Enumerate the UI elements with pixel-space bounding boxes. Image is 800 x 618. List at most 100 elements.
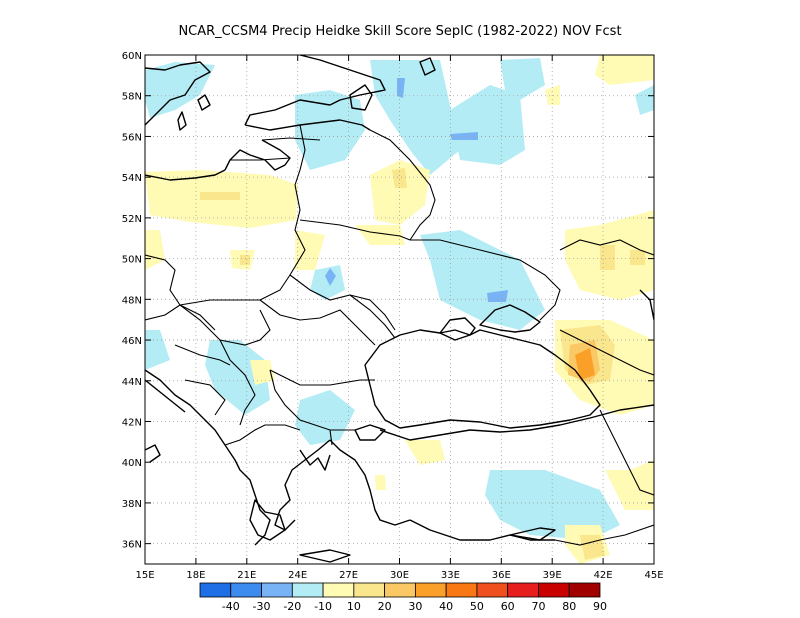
lat-tick-label: 58N	[122, 92, 142, 103]
lon-ticks: 15E 18E 21E 24E 27E 30E 33E 36E 39E 42E 45E	[135, 55, 664, 581]
coast-greece-east	[274, 439, 331, 531]
coast-azov	[479, 304, 541, 333]
colorbar-swatch	[199, 582, 232, 598]
shade-m20-2	[450, 132, 478, 140]
shade-m20-1	[397, 78, 405, 98]
lon-tick-label: 42E	[594, 570, 613, 581]
shade-russia-north	[370, 60, 460, 175]
coast-dalmatia	[145, 379, 186, 413]
shade-p10-ne	[595, 55, 654, 85]
colorbar-swatch	[445, 582, 478, 598]
border-romania-south	[269, 369, 375, 386]
shade-p10-sw	[145, 230, 165, 270]
colorbar-swatch	[291, 582, 324, 598]
coast-oland	[177, 111, 187, 131]
shade-ww-edge	[145, 330, 170, 370]
border-poland-east	[259, 184, 306, 301]
lat-tick-label: 48N	[122, 295, 142, 306]
coast-finland	[299, 55, 386, 106]
coast-cyprus	[509, 527, 556, 541]
colorbar-swatch	[261, 582, 293, 598]
lon-tick-label: 21E	[237, 570, 256, 581]
colorbar-swatch	[414, 582, 447, 598]
border-serbia	[219, 339, 256, 426]
colorbar: -40 -30 -20 -10 10 20 30 40 50 60 70 80 90	[199, 582, 607, 613]
border-latvia-lith	[230, 157, 291, 161]
shade-baltic-central	[295, 90, 365, 170]
lat-tick-label: 38N	[122, 499, 142, 510]
colorbar-swatch	[538, 582, 570, 598]
colorbar-swatch	[507, 582, 539, 598]
colorbar-label: -40	[222, 600, 240, 613]
colorbar-label: 30	[408, 600, 422, 613]
border-belarus-ukraine	[299, 219, 411, 241]
colorbar-swatch	[230, 582, 262, 598]
shade-p20-2	[392, 168, 407, 188]
lon-tick-label: 33E	[441, 570, 460, 581]
border-estonia-latvia	[261, 137, 321, 141]
colorbar-swatch	[353, 582, 386, 598]
coast-lithuania	[145, 169, 226, 181]
border-caucasus	[559, 329, 654, 376]
gridlines	[145, 55, 654, 564]
coast-greece-west	[224, 444, 271, 546]
shade-poland-spot	[310, 265, 345, 300]
shade-ukraine-east	[420, 230, 545, 330]
lat-tick-label: 50N	[122, 255, 142, 266]
shade-ne-corner	[500, 58, 545, 100]
border-ukraine-russia	[410, 239, 561, 321]
coast-sweden	[145, 61, 211, 126]
colorbar-label: 20	[378, 600, 392, 613]
colorbar-label: 50	[470, 600, 484, 613]
border-baltic-russia	[294, 124, 306, 186]
lon-tick-label: 36E	[492, 570, 511, 581]
map-title: NCAR_CCSM4 Precip Heidke Skill Score Sep…	[178, 24, 621, 39]
lon-tick-label: 24E	[288, 570, 307, 581]
lat-tick-label: 60N	[122, 51, 142, 62]
border-croatia	[174, 344, 231, 366]
colorbar-swatch	[568, 582, 601, 598]
lake-onega	[419, 57, 436, 76]
lake-ladoga	[349, 84, 373, 111]
border-czech	[145, 304, 181, 321]
lat-tick-label: 36N	[122, 540, 142, 551]
shade-p10-medit	[375, 475, 386, 490]
lon-tick-label: 39E	[543, 570, 562, 581]
coast-latvia	[224, 139, 291, 171]
shade-p20-5	[630, 250, 645, 265]
border-slovakia	[179, 299, 260, 306]
coast-peloponnese	[249, 499, 286, 541]
shade-m20-3	[487, 290, 508, 302]
coast-marmara	[354, 424, 386, 441]
coast-chalkidiki	[299, 449, 331, 471]
lon-tick-label: 45E	[644, 570, 663, 581]
lat-tick-label: 52N	[122, 214, 142, 225]
border-romania	[259, 299, 376, 346]
border-syria	[554, 524, 654, 546]
lat-tick-label: 46N	[122, 336, 142, 347]
border-poland-west	[145, 254, 216, 331]
shade-ne-small	[635, 85, 654, 115]
shade-p20-4	[600, 245, 615, 270]
lon-tick-label: 30E	[390, 570, 409, 581]
colorbar-label: 10	[347, 600, 361, 613]
coast-gulf-finland	[244, 99, 331, 126]
lon-tick-label: 27E	[339, 570, 358, 581]
shade-p20-6	[580, 535, 605, 560]
border-greece-turkey	[329, 429, 333, 446]
lat-ticks: 36N 38N 40N 42N 44N 46N 48N 50N 52N 54N 56N 58N 60N	[122, 51, 654, 551]
shade-baltic-west	[145, 62, 215, 118]
colorbar-label: 70	[531, 600, 545, 613]
colorbar-swatch	[476, 582, 509, 598]
coast-crete	[299, 549, 351, 563]
border-hungary	[179, 304, 271, 346]
coast-crimea	[439, 317, 476, 341]
colorbar-label: -30	[253, 600, 271, 613]
shade-p10-south-belarus	[355, 225, 405, 245]
shade-p20-7	[240, 255, 250, 265]
border-turkey-east	[599, 409, 654, 496]
lat-tick-label: 56N	[122, 132, 142, 143]
colorbar-label: 80	[562, 600, 576, 613]
coast-adriatic	[145, 369, 226, 446]
